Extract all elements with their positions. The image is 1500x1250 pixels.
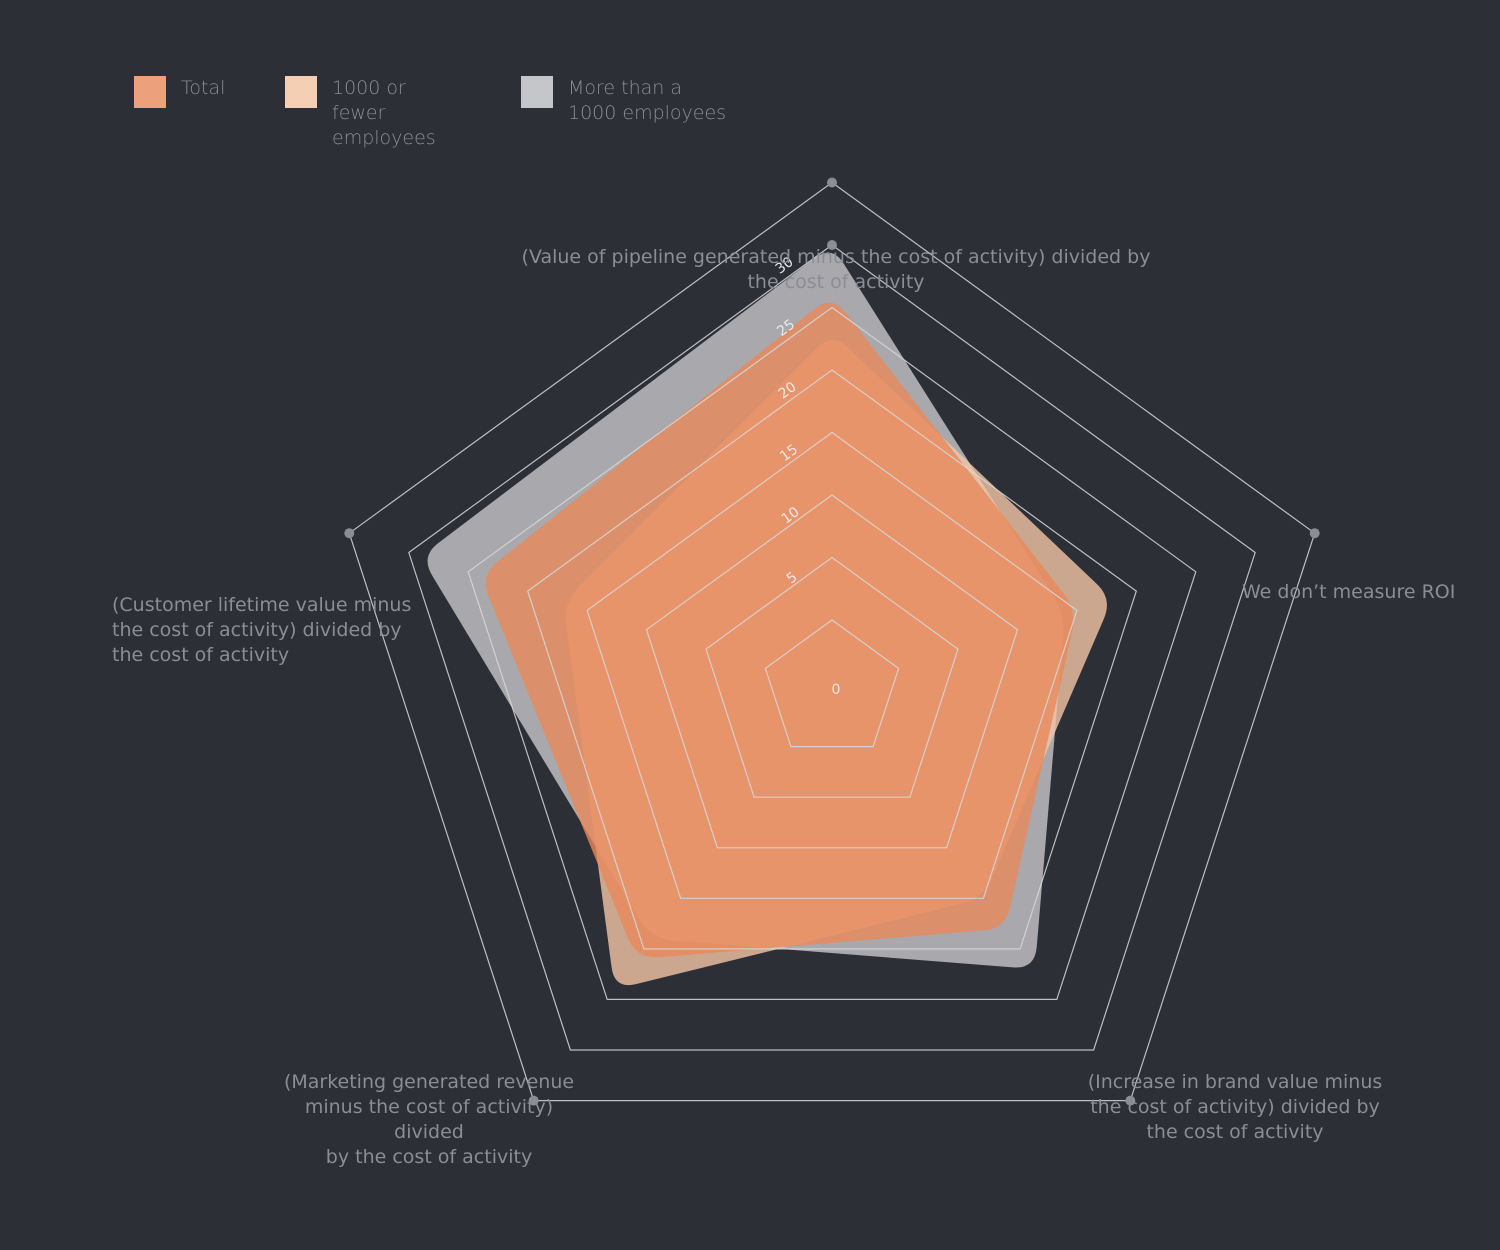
axis-end-dot-0 <box>827 177 837 188</box>
axis-label-customer-lifetime: (Customer lifetime value minus the cost … <box>112 594 412 666</box>
axis-end-dot-1 <box>1309 528 1320 539</box>
tick-label-0: 0 <box>832 682 841 698</box>
grid-ring-0 <box>764 619 900 748</box>
grid-ring-5 <box>705 556 959 798</box>
grid-ring-10 <box>645 494 1019 849</box>
grid-ring-25 <box>467 306 1197 1001</box>
axis-label-pipeline: (Value of pipeline generated minus the c… <box>521 246 1151 293</box>
axis-end-dot-2 <box>1125 1095 1136 1106</box>
legend-item-total[interactable]: Total <box>134 76 229 151</box>
grid-ring-15 <box>586 431 1078 899</box>
legend: Total 1000 or fewer employees More than … <box>134 76 797 151</box>
legend-label-small-companies: 1000 or fewer employees <box>332 77 436 149</box>
series-area-2 <box>485 302 1074 958</box>
grid-outer-frame <box>348 181 1316 1102</box>
axis-label-marketing-revenue: (Marketing generated revenue minus the c… <box>283 1071 575 1168</box>
grid-ring-30 <box>408 244 1256 1051</box>
axis-label-no-roi: We don’t measure ROI <box>1242 581 1456 603</box>
grid-ring-20 <box>526 369 1138 950</box>
axis-end-dot-3 <box>528 1095 539 1106</box>
legend-label-large-companies: More than a 1000 employees <box>568 77 727 124</box>
axis-top-dot <box>827 240 837 250</box>
legend-label-total: Total <box>181 77 226 99</box>
legend-item-small-companies[interactable]: 1000 or fewer employees <box>285 76 465 151</box>
legend-swatch-large-companies <box>521 76 553 108</box>
axis-label-brand-value: (Increase in brand value minus the cost … <box>1087 1071 1383 1143</box>
axis-end-dot-4 <box>344 528 355 539</box>
legend-item-large-companies[interactable]: More than a 1000 employees <box>521 76 741 151</box>
legend-swatch-small-companies <box>285 76 317 108</box>
legend-swatch-total <box>134 76 166 108</box>
